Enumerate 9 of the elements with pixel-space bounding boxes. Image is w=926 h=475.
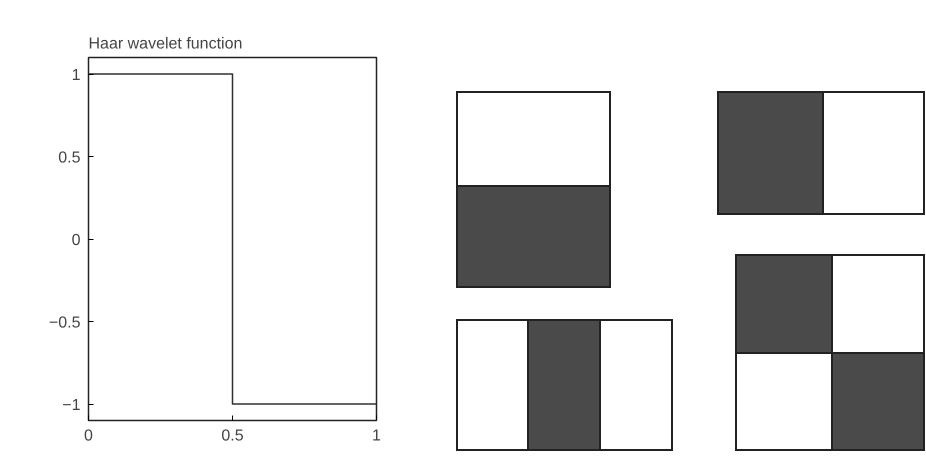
y-tick-label: −1: [62, 397, 81, 414]
y-tick-label: 0.5: [58, 150, 81, 166]
chart-title: Haar wavelet function: [88, 36, 242, 52]
y-tick-label: −0.5: [48, 314, 81, 332]
y-tick-label: 0: [72, 232, 81, 249]
x-tick-label: 0.5: [221, 428, 244, 444]
x-tick-label: 0: [84, 428, 94, 444]
y-tick-label: 1: [72, 67, 81, 84]
x-tick-label: 1: [372, 428, 382, 444]
